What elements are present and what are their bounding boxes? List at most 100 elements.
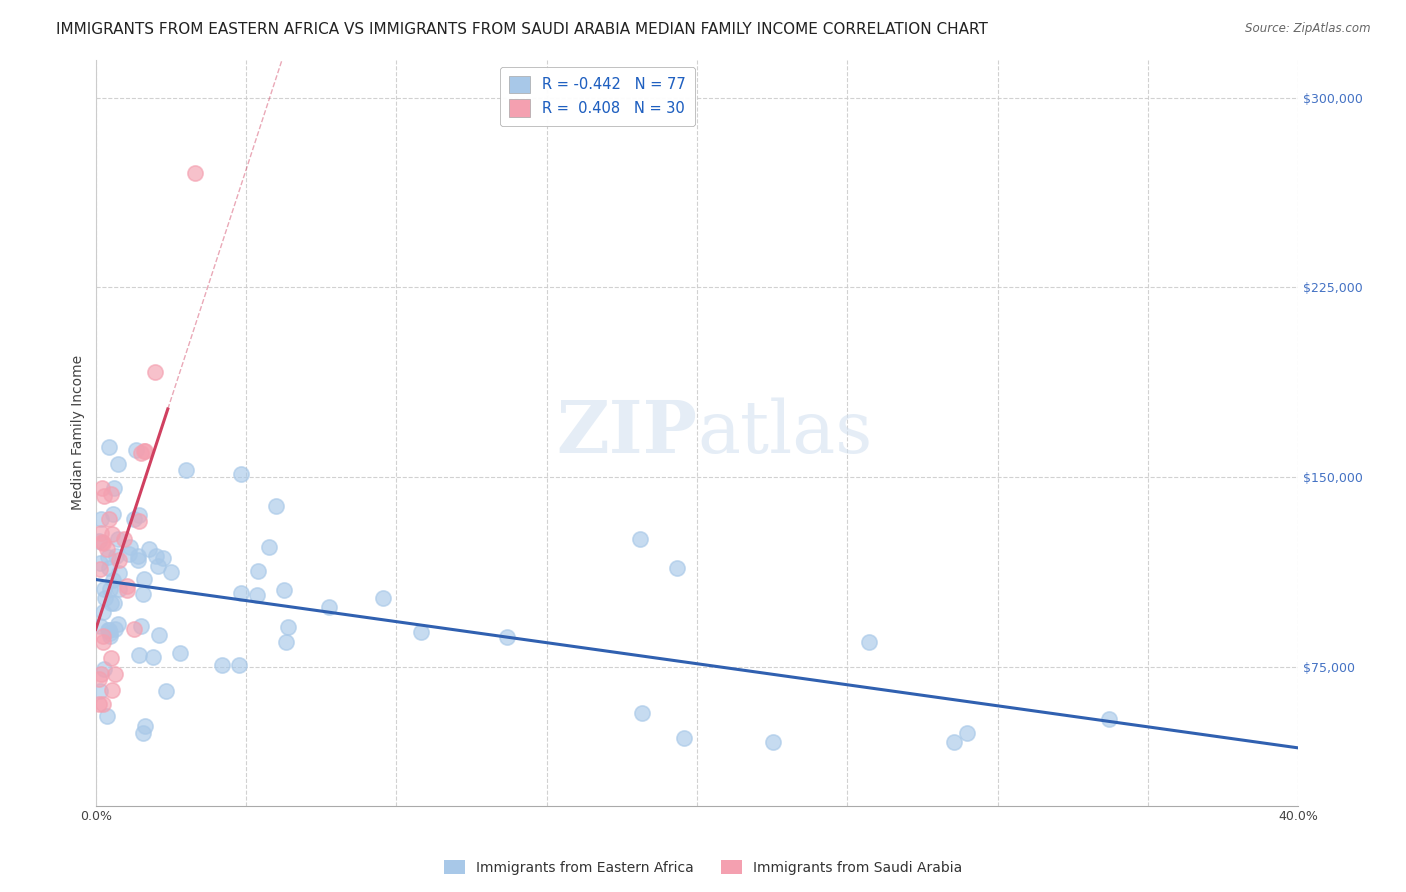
Point xyxy=(98,629,121,643)
Point xyxy=(118,547,141,561)
Point xyxy=(1098,713,1121,727)
Legend: R = -0.442   N = 77, R =  0.408   N = 30: R = -0.442 N = 77, R = 0.408 N = 30 xyxy=(499,67,695,126)
Point xyxy=(152,550,174,565)
Point xyxy=(104,666,127,681)
Point xyxy=(142,650,165,665)
Point xyxy=(98,440,121,454)
Point xyxy=(138,542,160,557)
Point xyxy=(211,658,233,673)
Point xyxy=(318,599,340,614)
Point xyxy=(273,583,295,598)
Text: atlas: atlas xyxy=(697,397,872,468)
Point xyxy=(169,646,191,660)
Point xyxy=(160,566,183,580)
Point xyxy=(89,619,111,633)
Point xyxy=(631,706,654,720)
Point xyxy=(93,591,115,605)
Point xyxy=(98,582,121,597)
Point xyxy=(89,698,111,712)
Point xyxy=(128,514,150,528)
Point xyxy=(89,672,111,686)
Point xyxy=(666,561,689,575)
Point xyxy=(96,709,118,723)
Point xyxy=(858,634,880,648)
Point xyxy=(100,651,122,665)
Point xyxy=(101,574,124,588)
Point xyxy=(96,542,118,557)
Point xyxy=(132,587,155,601)
Point xyxy=(128,648,150,663)
Point xyxy=(120,541,142,555)
Point xyxy=(90,535,112,549)
Point xyxy=(127,553,149,567)
Point xyxy=(108,582,131,596)
Point xyxy=(628,533,651,547)
Point xyxy=(100,486,122,500)
Point xyxy=(229,467,252,482)
Text: IMMIGRANTS FROM EASTERN AFRICA VS IMMIGRANTS FROM SAUDI ARABIA MEDIAN FAMILY INC: IMMIGRANTS FROM EASTERN AFRICA VS IMMIGR… xyxy=(56,22,988,37)
Point xyxy=(97,623,120,637)
Point xyxy=(90,526,112,541)
Point xyxy=(115,583,138,598)
Point xyxy=(107,532,129,546)
Point xyxy=(91,635,114,649)
Point xyxy=(100,596,122,610)
Point xyxy=(98,625,121,640)
Point xyxy=(104,622,127,636)
Point xyxy=(132,444,155,458)
Point xyxy=(117,579,139,593)
Point xyxy=(100,527,122,541)
Point xyxy=(93,662,115,676)
Point xyxy=(373,591,395,605)
Point xyxy=(97,550,120,565)
Point xyxy=(274,635,297,649)
Point xyxy=(107,566,129,581)
Point xyxy=(91,605,114,619)
Point xyxy=(98,623,121,637)
Point xyxy=(132,572,155,586)
Point xyxy=(91,482,114,496)
Point xyxy=(107,457,129,471)
Point xyxy=(89,561,111,575)
Point xyxy=(90,512,112,526)
Point xyxy=(91,698,114,712)
Point xyxy=(101,682,124,697)
Point xyxy=(134,444,156,458)
Point xyxy=(257,541,280,555)
Point xyxy=(943,735,966,749)
Point xyxy=(122,623,145,637)
Text: Source: ZipAtlas.com: Source: ZipAtlas.com xyxy=(1246,22,1371,36)
Point xyxy=(103,596,125,610)
Point xyxy=(104,549,127,563)
Point xyxy=(129,619,152,633)
Point xyxy=(125,442,148,457)
Point xyxy=(108,553,131,567)
Point xyxy=(90,666,112,681)
Point xyxy=(246,589,269,603)
Point xyxy=(127,549,149,563)
Point xyxy=(122,512,145,526)
Point xyxy=(93,582,115,597)
Point xyxy=(89,534,111,549)
Point xyxy=(129,446,152,460)
Point xyxy=(98,512,121,526)
Point xyxy=(89,684,111,698)
Point xyxy=(145,549,167,563)
Point xyxy=(143,365,166,379)
Point xyxy=(128,508,150,522)
Legend: Immigrants from Eastern Africa, Immigrants from Saudi Arabia: Immigrants from Eastern Africa, Immigran… xyxy=(439,855,967,880)
Text: ZIP: ZIP xyxy=(555,397,697,468)
Point xyxy=(93,489,115,503)
Point xyxy=(231,586,253,600)
Y-axis label: Median Family Income: Median Family Income xyxy=(72,355,86,510)
Point xyxy=(101,507,124,521)
Point xyxy=(673,731,696,746)
Point xyxy=(277,619,299,633)
Point xyxy=(155,683,177,698)
Point xyxy=(97,561,120,575)
Point xyxy=(112,532,135,546)
Point xyxy=(146,559,169,574)
Point xyxy=(264,499,287,513)
Point xyxy=(134,719,156,733)
Point xyxy=(228,658,250,673)
